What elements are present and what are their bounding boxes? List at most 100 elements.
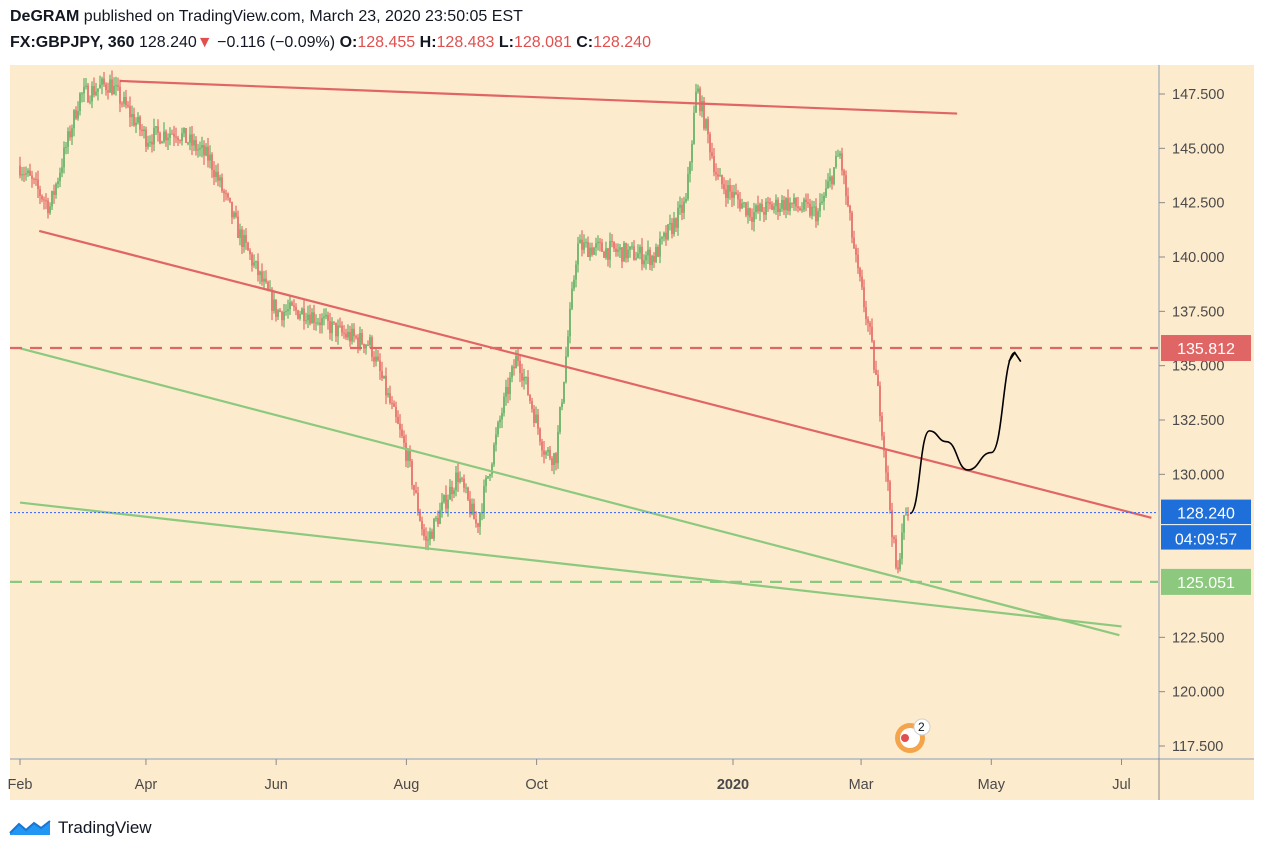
candle-body bbox=[109, 79, 111, 93]
footer-brand[interactable]: TradingView bbox=[58, 818, 152, 837]
candle-body bbox=[19, 165, 21, 176]
price-label-box[interactable] bbox=[1161, 335, 1251, 362]
candle-body bbox=[769, 202, 771, 205]
candle-body bbox=[693, 112, 695, 144]
time-tick-label: Apr bbox=[135, 777, 158, 793]
projection-path[interactable] bbox=[909, 351, 1016, 515]
candle-body bbox=[849, 205, 851, 213]
candle-body bbox=[527, 376, 529, 395]
candle-body bbox=[45, 200, 47, 202]
upper-resistance-trendline[interactable] bbox=[120, 79, 958, 115]
candle-body bbox=[549, 449, 551, 459]
candle-body bbox=[695, 91, 697, 113]
candle-body bbox=[603, 251, 605, 258]
candle-body bbox=[615, 248, 617, 252]
candle-body bbox=[823, 195, 825, 202]
candle-body bbox=[159, 132, 161, 144]
candle-body bbox=[605, 248, 607, 258]
price-tick-label: 122.500 bbox=[1172, 630, 1224, 646]
chart-event-icon[interactable]: 2 bbox=[895, 718, 931, 753]
candle-body bbox=[273, 299, 275, 311]
candle-body bbox=[453, 490, 455, 495]
candle-body bbox=[249, 250, 251, 255]
author-name[interactable]: DeGRAM bbox=[10, 8, 80, 25]
candle-body bbox=[227, 193, 229, 198]
candle-body bbox=[477, 523, 479, 527]
candle-body bbox=[577, 243, 579, 265]
candle-body bbox=[647, 249, 649, 256]
candle-body bbox=[53, 191, 55, 195]
candle-body bbox=[49, 206, 51, 214]
time-tick-label: Mar bbox=[849, 777, 874, 793]
candle-body bbox=[569, 308, 571, 337]
candle-body bbox=[565, 356, 567, 382]
candle-body bbox=[171, 133, 173, 135]
candle-body bbox=[863, 287, 865, 308]
candle-body bbox=[699, 88, 701, 112]
candle-body bbox=[751, 217, 753, 222]
candle-body bbox=[649, 249, 651, 266]
close-label: C: bbox=[576, 34, 594, 51]
candle-body bbox=[497, 422, 499, 435]
candle-body bbox=[521, 373, 523, 381]
candle-body bbox=[697, 88, 699, 92]
candle-body bbox=[423, 529, 425, 537]
candle-body bbox=[245, 235, 247, 243]
candle-body bbox=[187, 142, 189, 144]
candle-body bbox=[611, 241, 613, 243]
price-tick-label: 120.000 bbox=[1172, 685, 1224, 701]
candle-body bbox=[291, 302, 293, 306]
candle-body bbox=[139, 116, 141, 130]
candle-body bbox=[385, 375, 387, 396]
candle-body bbox=[241, 229, 243, 247]
candle-body bbox=[779, 208, 781, 213]
candle-body bbox=[57, 181, 59, 185]
candle-body bbox=[513, 366, 515, 369]
candle-body bbox=[767, 201, 769, 203]
candle-body bbox=[523, 377, 525, 381]
price-label-text: 135.812 bbox=[1177, 341, 1235, 358]
candle-body bbox=[707, 119, 709, 135]
candle-body bbox=[393, 403, 395, 407]
candle-body bbox=[339, 325, 341, 327]
candle-body bbox=[879, 385, 881, 417]
candle-body bbox=[283, 311, 285, 321]
symbol-label[interactable]: FX:GBPJPY, 360 bbox=[10, 34, 135, 51]
candle-body bbox=[617, 249, 619, 252]
candle-body bbox=[589, 247, 591, 258]
candle-body bbox=[555, 453, 557, 464]
lower-support-trendline[interactable] bbox=[19, 501, 1122, 628]
candle-body bbox=[507, 386, 509, 395]
upper-support-trendline[interactable] bbox=[19, 347, 1120, 637]
candle-body bbox=[191, 134, 193, 146]
candle-body bbox=[451, 486, 453, 495]
candle-body bbox=[517, 356, 519, 361]
candle-body bbox=[355, 336, 357, 338]
candle-body bbox=[83, 86, 85, 94]
candle-body bbox=[815, 206, 817, 222]
candle-body bbox=[219, 177, 221, 181]
candle-body bbox=[461, 478, 463, 480]
candle-body bbox=[785, 198, 787, 211]
price-tick-label: 132.500 bbox=[1172, 413, 1224, 429]
candle-body bbox=[607, 248, 609, 260]
candle-body bbox=[723, 184, 725, 190]
candle-body bbox=[655, 246, 657, 263]
candle-body bbox=[175, 136, 177, 138]
candle-body bbox=[25, 173, 27, 175]
candle-body bbox=[597, 241, 599, 244]
candle-body bbox=[601, 242, 603, 252]
price-label-box[interactable] bbox=[1161, 568, 1251, 595]
candle-body bbox=[173, 133, 175, 137]
candle-body bbox=[637, 253, 639, 259]
candle-body bbox=[181, 133, 183, 141]
candle-body bbox=[813, 206, 815, 208]
last-price: 128.240 bbox=[138, 34, 197, 51]
candle-body bbox=[669, 222, 671, 225]
candle-body bbox=[663, 232, 665, 237]
candle-body bbox=[425, 536, 427, 541]
candle-body bbox=[665, 232, 667, 240]
candle-body bbox=[787, 198, 789, 211]
tradingview-logo-icon[interactable] bbox=[8, 817, 52, 839]
